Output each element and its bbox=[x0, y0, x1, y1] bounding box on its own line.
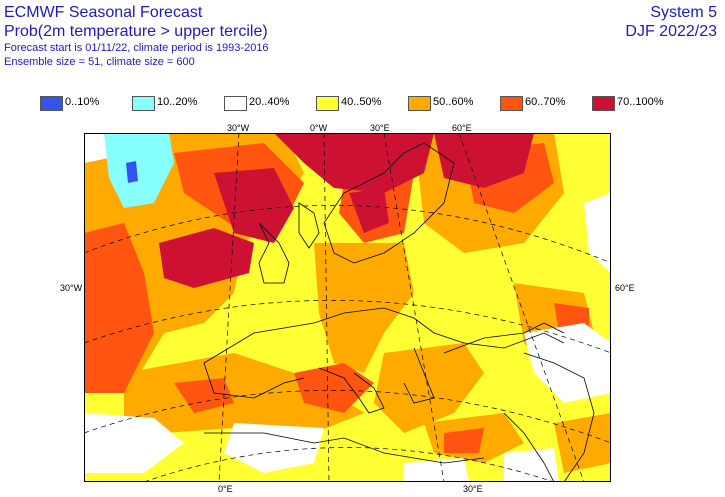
forecast-start-line: Forecast start is 01/11/22, climate peri… bbox=[4, 42, 269, 54]
legend-label: 0..10% bbox=[65, 96, 100, 108]
header-left: ECMWF Seasonal Forecast Prob(2m temperat… bbox=[4, 3, 269, 69]
map-border bbox=[84, 133, 611, 482]
map-region-0-10 bbox=[126, 161, 138, 183]
chart-subtitle: Prob(2m temperature > upper tercile) bbox=[4, 23, 268, 40]
probability-map bbox=[84, 133, 611, 482]
chart-title: ECMWF Seasonal Forecast bbox=[4, 4, 203, 21]
legend-label: 70..100% bbox=[617, 96, 664, 108]
legend-label: 60..70% bbox=[525, 96, 566, 108]
map-region-70-100 bbox=[159, 133, 534, 288]
coord-bottom-30e: 30°E bbox=[463, 484, 483, 494]
coord-top-60e: 60°E bbox=[452, 123, 472, 133]
coord-top-30e: 30°E bbox=[370, 123, 390, 133]
legend-swatch bbox=[224, 96, 247, 111]
season-label: DJF 2022/23 bbox=[625, 23, 717, 40]
legend-swatch bbox=[592, 96, 615, 111]
map-region-20-40 bbox=[84, 133, 611, 482]
coord-left-30w: 30°W bbox=[60, 283, 83, 293]
legend-swatch bbox=[40, 96, 63, 111]
legend-label: 20..40% bbox=[249, 96, 290, 108]
legend-swatch bbox=[316, 96, 339, 111]
map-graticule bbox=[84, 133, 611, 482]
ensemble-size-line: Ensemble size = 51, climate size = 600 bbox=[4, 56, 195, 68]
coord-top-30w: 30°W bbox=[227, 123, 250, 133]
coord-bottom-0e: 0°E bbox=[218, 484, 233, 494]
legend-swatch bbox=[132, 96, 155, 111]
coord-right-60e: 60°E bbox=[615, 283, 635, 293]
legend-label: 10..20% bbox=[157, 96, 198, 108]
legend-swatch bbox=[500, 96, 523, 111]
system-label: System 5 bbox=[650, 4, 717, 21]
map-region-10-20 bbox=[104, 133, 174, 208]
map-coastlines bbox=[203, 142, 595, 482]
legend-swatch bbox=[408, 96, 431, 111]
legend-label: 40..50% bbox=[341, 96, 382, 108]
header-right: System 5 DJF 2022/23 bbox=[625, 3, 717, 41]
legend-label: 50..60% bbox=[433, 96, 474, 108]
coord-top-0w: 0°W bbox=[310, 123, 328, 133]
